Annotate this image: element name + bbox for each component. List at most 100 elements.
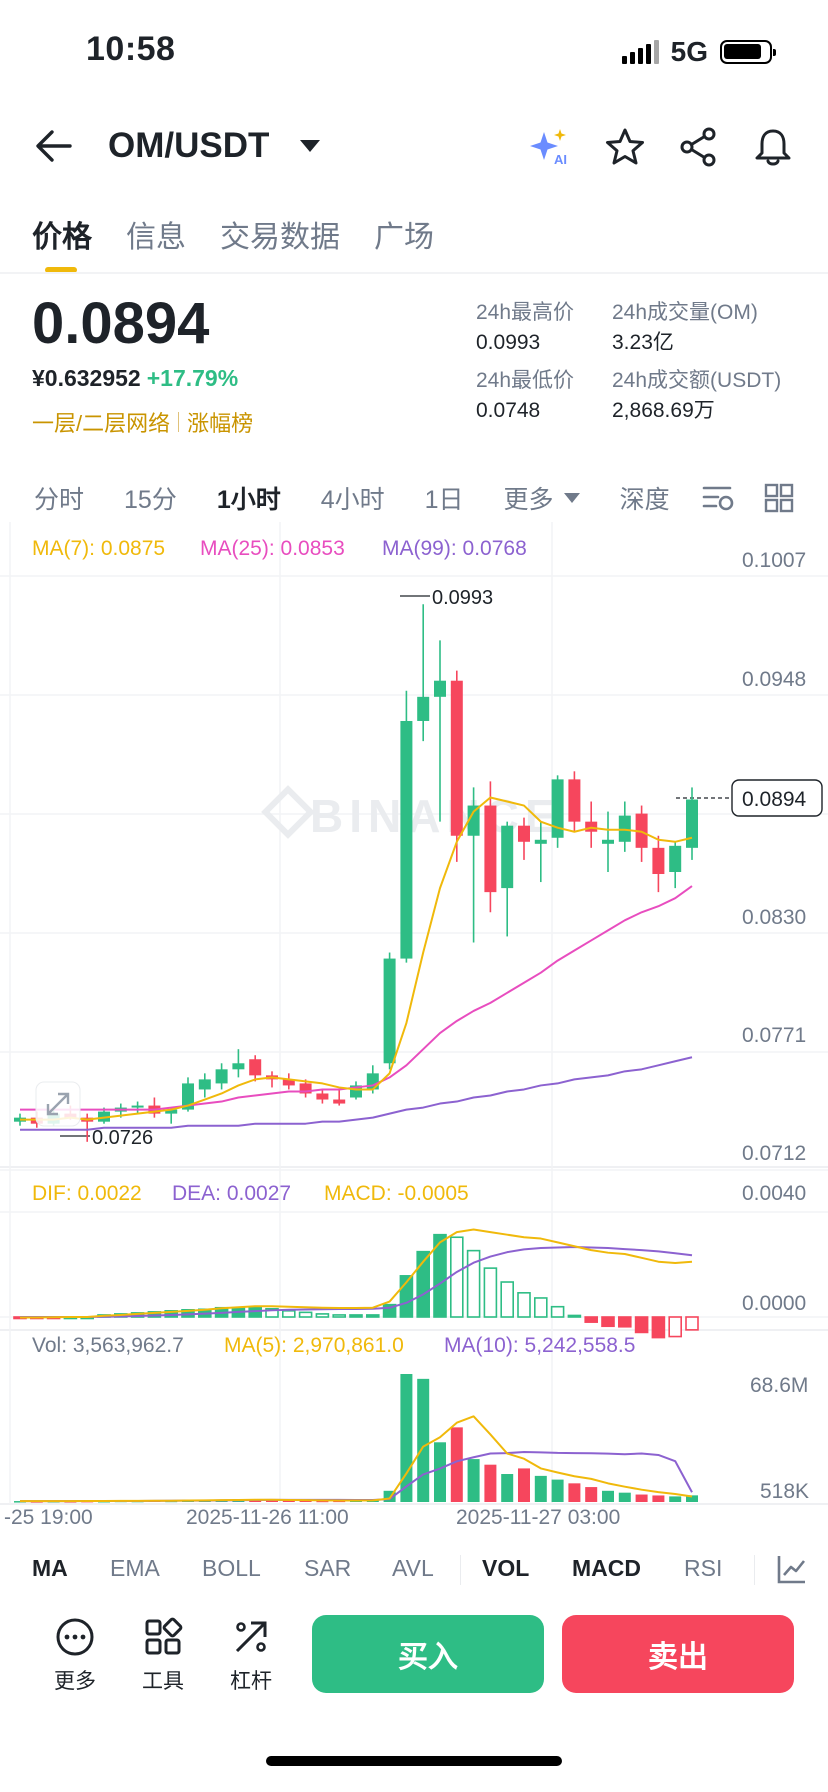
interval-15m[interactable]: 15分 bbox=[124, 486, 177, 514]
macd-layer bbox=[13, 1228, 699, 1339]
cny-price: ¥0.632952 bbox=[32, 365, 141, 391]
macd-bar bbox=[349, 1314, 363, 1318]
vol-axis-label: 68.6M bbox=[750, 1374, 808, 1397]
candle-up bbox=[602, 839, 614, 844]
volume-bar bbox=[282, 1500, 295, 1503]
more-chevron-icon[interactable] bbox=[563, 493, 580, 503]
change-percent: +17.79% bbox=[146, 365, 239, 391]
volume-bar bbox=[467, 1459, 480, 1502]
candle-down bbox=[282, 1079, 295, 1086]
vol-ma5-legend: MA(5): 2,970,861.0 bbox=[224, 1334, 404, 1357]
ind-sar[interactable]: SAR bbox=[304, 1555, 352, 1581]
tab-info[interactable]: 信息 bbox=[126, 221, 186, 254]
vol-usdt-label: 24h成交额(USDT) bbox=[612, 369, 782, 392]
pair-selector[interactable]: OM/USDT bbox=[108, 126, 270, 165]
leverage-icon bbox=[216, 1615, 286, 1659]
candle-up bbox=[669, 845, 682, 872]
candle-up bbox=[182, 1083, 194, 1110]
share-icon[interactable] bbox=[678, 126, 720, 168]
ai-sparkle-icon[interactable]: AI bbox=[528, 126, 570, 168]
ind-avl[interactable]: AVL bbox=[392, 1555, 434, 1581]
vol-ma10-legend: MA(10): 5,242,558.5 bbox=[444, 1334, 635, 1357]
candle-up bbox=[165, 1109, 178, 1114]
more-tool[interactable]: 更多 bbox=[40, 1615, 110, 1695]
candle-down bbox=[518, 825, 530, 842]
high-label: 24h最高价 bbox=[476, 301, 575, 324]
stats-col-1: 24h最高价 0.0993 24h最低价 0.0748 bbox=[476, 298, 574, 434]
macd-bar bbox=[449, 1236, 464, 1318]
dea-legend: DEA: 0.0027 bbox=[172, 1182, 291, 1205]
tab-trading-data[interactable]: 交易数据 bbox=[220, 221, 340, 254]
macd-bar bbox=[533, 1297, 548, 1318]
candle-up bbox=[232, 1063, 245, 1070]
macd-bar bbox=[365, 1314, 380, 1318]
interval-timeline[interactable]: 分时 bbox=[34, 486, 85, 514]
ma25-line bbox=[20, 885, 693, 1111]
min-price-label: 0.0726 bbox=[92, 1127, 153, 1149]
candle-up bbox=[366, 1073, 379, 1090]
interval-more[interactable]: 更多 bbox=[503, 486, 554, 514]
buy-button[interactable]: 买入 bbox=[312, 1615, 544, 1693]
more-label: 更多 bbox=[54, 1670, 96, 1693]
tab-square[interactable]: 广场 bbox=[374, 221, 434, 254]
tag-network[interactable]: 一层/二层网络 bbox=[32, 411, 171, 436]
tag-gainers[interactable]: 涨幅榜 bbox=[187, 411, 254, 436]
chart-settings-icon[interactable] bbox=[702, 483, 734, 513]
ind-rsi[interactable]: RSI bbox=[684, 1555, 723, 1581]
indicator-settings-icon[interactable] bbox=[776, 1553, 808, 1585]
candles-layer bbox=[14, 604, 698, 1142]
ind-boll[interactable]: BOLL bbox=[202, 1555, 261, 1581]
kline-chart[interactable]: BINANCE MA(7): 0.0875 MA(25): 0.0853 MA(… bbox=[0, 522, 828, 1532]
x-axis-label: 2025-11-26 11:00 bbox=[186, 1506, 349, 1529]
pair-header: OM/USDT AI bbox=[0, 120, 828, 172]
volume-bar bbox=[518, 1468, 530, 1502]
tools-tool[interactable]: 工具 bbox=[128, 1615, 198, 1695]
layout-grid-icon[interactable] bbox=[764, 483, 794, 513]
macd-bar bbox=[550, 1305, 565, 1318]
volume-bar bbox=[316, 1500, 329, 1503]
bell-alert-icon[interactable] bbox=[752, 126, 794, 168]
tabs-divider bbox=[0, 272, 828, 274]
expand-chart-icon[interactable] bbox=[35, 1081, 81, 1127]
volume-bar bbox=[669, 1496, 682, 1502]
candle-up bbox=[131, 1105, 144, 1108]
x-axis-label: 2025-11-27 03:00 bbox=[456, 1506, 620, 1529]
macd-bar bbox=[601, 1316, 615, 1328]
candle-down bbox=[652, 847, 665, 875]
sell-button[interactable]: 卖出 bbox=[562, 1615, 794, 1693]
candle-up bbox=[534, 839, 547, 844]
ind-macd[interactable]: MACD bbox=[572, 1555, 641, 1581]
volume-bar bbox=[635, 1494, 648, 1502]
candle-up bbox=[198, 1079, 211, 1090]
x-axis-label: -25 19:00 bbox=[4, 1506, 93, 1529]
candle-down bbox=[484, 805, 497, 893]
candle-down bbox=[299, 1083, 312, 1094]
tools-grid-icon bbox=[128, 1615, 198, 1659]
ind-ema[interactable]: EMA bbox=[110, 1555, 160, 1581]
ind-divider bbox=[460, 1555, 461, 1585]
interval-1d[interactable]: 1日 bbox=[424, 486, 464, 514]
back-arrow-icon[interactable] bbox=[34, 128, 74, 164]
favorite-star-icon[interactable] bbox=[604, 126, 646, 168]
ind-ma[interactable]: MA bbox=[32, 1555, 68, 1581]
volume-layer bbox=[14, 1374, 698, 1503]
ind-vol[interactable]: VOL bbox=[482, 1555, 530, 1581]
ma25-legend: MA(25): 0.0853 bbox=[200, 537, 345, 560]
home-indicator bbox=[266, 1756, 562, 1766]
interval-depth[interactable]: 深度 bbox=[619, 486, 670, 514]
leverage-tool[interactable]: 杠杆 bbox=[216, 1615, 286, 1695]
volume-bar bbox=[450, 1427, 463, 1502]
candle-up bbox=[215, 1069, 228, 1084]
interval-4h[interactable]: 4小时 bbox=[320, 486, 385, 514]
volume-bar bbox=[417, 1378, 430, 1502]
low-value: 0.0748 bbox=[476, 399, 541, 422]
interval-1h[interactable]: 1小时 bbox=[216, 486, 281, 514]
volume-bar bbox=[568, 1483, 581, 1502]
current-price-label: 0.0894 bbox=[742, 788, 807, 811]
tab-price[interactable]: 价格 bbox=[32, 212, 92, 273]
volume-bar bbox=[534, 1475, 547, 1502]
y-axis-label: 0.0830 bbox=[742, 906, 806, 929]
macd-bar bbox=[584, 1316, 599, 1323]
macd-bar bbox=[500, 1281, 515, 1318]
chevron-down-icon[interactable] bbox=[300, 140, 320, 152]
